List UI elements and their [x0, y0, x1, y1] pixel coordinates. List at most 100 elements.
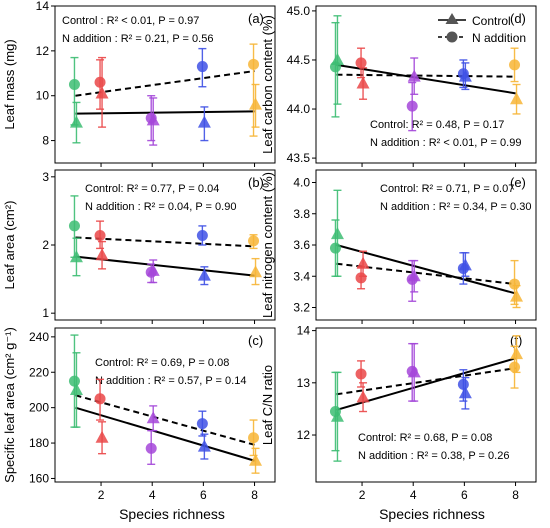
data-point-control	[510, 289, 524, 302]
data-point-n-addition	[145, 266, 157, 278]
stats-annotation: N addition : R² = 0.21, P = 0.56	[62, 33, 213, 45]
y-tick-label: 3.8	[293, 207, 310, 221]
y-tick-label: 14	[36, 0, 50, 13]
y-tick-label: 10	[36, 89, 50, 103]
stats-annotation: Control: R² = 0.71, P = 0.07	[380, 183, 514, 195]
data-point-control	[95, 86, 109, 99]
data-point-control	[69, 382, 83, 395]
y-tick-label: 3	[42, 170, 49, 184]
data-point-control	[510, 92, 524, 105]
panel-b: 1 2 3 Leaf area (cm²) (b) Control: R² = 0.77,…	[2, 169, 276, 324]
x-tick-label: 4	[149, 488, 156, 502]
y-axis-label: Leaf mass (mg)	[2, 39, 17, 129]
x-tick-label: 8	[251, 488, 258, 502]
data-point-n-addition	[329, 61, 341, 73]
legend-circle-icon	[446, 31, 458, 43]
trend-line-n-addition	[75, 394, 255, 446]
x-tick-label: 4	[410, 488, 417, 502]
data-point-control	[146, 411, 160, 424]
data-point-control	[510, 347, 524, 360]
data-point-n-addition	[509, 59, 521, 71]
data-point-control	[407, 69, 421, 82]
stats-annotation: Control: R² = 0.68, P = 0.08	[358, 432, 492, 444]
stats-annotation: N addition : R² = 0.57, P = 0.14	[95, 375, 246, 387]
data-point-control	[69, 115, 83, 128]
data-point-n-addition	[145, 112, 157, 124]
data-point-n-addition	[196, 418, 208, 430]
trend-line-control	[336, 244, 516, 295]
y-axis-label: Leaf C/N ratio	[260, 365, 275, 445]
data-point-n-addition	[329, 242, 341, 254]
data-point-n-addition	[248, 235, 260, 247]
data-point-n-addition	[406, 365, 418, 377]
data-point-n-addition	[248, 432, 260, 444]
y-tick-label: 3.4	[293, 269, 310, 283]
data-point-n-addition	[457, 262, 469, 274]
data-point-n-addition	[196, 229, 208, 241]
data-point-control	[197, 439, 211, 452]
y-axis-label: Leaf carbon content (%)	[260, 15, 275, 154]
stats-annotation: N addition : R² < 0.01, P = 0.99	[370, 137, 521, 149]
data-point-n-addition	[457, 68, 469, 80]
plot-frame	[315, 327, 537, 483]
data-point-n-addition	[196, 61, 208, 73]
x-axis-label-left: Species richness	[119, 506, 225, 522]
y-axis-label: Specific leaf area (cm² g⁻¹)	[2, 327, 17, 483]
data-point-control	[356, 390, 370, 403]
plot-frame	[315, 5, 537, 164]
x-tick-label: 2	[98, 488, 105, 502]
data-point-n-addition	[355, 57, 367, 69]
y-tick-label: 2	[42, 238, 49, 252]
data-point-control	[69, 250, 83, 263]
trend-line-control	[336, 63, 516, 95]
data-point-control	[249, 453, 263, 466]
data-point-control	[95, 248, 109, 261]
data-point-n-addition	[355, 272, 367, 284]
y-tick-label: 240	[29, 330, 49, 344]
trend-line-control	[75, 110, 255, 115]
data-point-n-addition	[406, 100, 418, 112]
y-tick-label: 3.2	[293, 301, 310, 315]
data-point-n-addition	[355, 368, 367, 380]
y-tick-label: 13	[297, 376, 311, 390]
data-point-n-addition	[94, 393, 106, 405]
y-tick-label: 14	[297, 324, 311, 338]
legend-item-control: Control	[438, 13, 511, 28]
y-tick-label: 45.0	[287, 4, 311, 18]
data-point-control	[356, 256, 370, 269]
y-tick-label: 8	[42, 134, 49, 148]
y-tick-label: 220	[29, 365, 49, 379]
legend-triangle-icon	[445, 13, 459, 24]
stats-annotation: N addition : R² = 0.34, P = 0.30	[380, 201, 531, 213]
stats-annotation: Control : R² < 0.01, P = 0.97	[62, 15, 199, 27]
data-point-control	[197, 268, 211, 281]
x-tick-label: 6	[461, 488, 468, 502]
y-tick-label: 3.6	[293, 238, 310, 252]
stats-annotation: Control: R² = 0.77, P = 0.04	[85, 183, 219, 195]
plot-frame	[54, 327, 276, 483]
data-point-n-addition	[68, 79, 80, 90]
data-point-n-addition	[329, 406, 341, 418]
y-tick-label: 160	[29, 471, 49, 485]
x-tick-label: 6	[200, 488, 207, 502]
y-axis-label: Leaf area (cm²)	[2, 201, 17, 290]
y-axis-label: Leaf nitrogen content (%)	[260, 172, 275, 318]
panel-tag: (b)	[248, 175, 264, 190]
panel-d: 43.5 44.0 44.5 45.0 Leaf carbon content (%) (…	[260, 4, 537, 167]
x-axis-label-right: Species richness	[379, 506, 485, 522]
data-point-control	[249, 265, 263, 278]
y-tick-label: 200	[29, 401, 49, 415]
panel-c: 160 180 200 220 240 2 4 6 8 Specific leaf area (c…	[2, 327, 276, 502]
data-point-n-addition	[406, 273, 418, 285]
x-tick-label: 2	[359, 488, 366, 502]
plot-frame	[54, 5, 276, 164]
data-point-n-addition	[145, 442, 157, 454]
data-point-control	[356, 76, 370, 89]
data-point-control	[95, 430, 109, 443]
data-point-n-addition	[509, 361, 521, 373]
y-tick-label: 180	[29, 436, 49, 450]
data-point-control	[249, 97, 263, 110]
